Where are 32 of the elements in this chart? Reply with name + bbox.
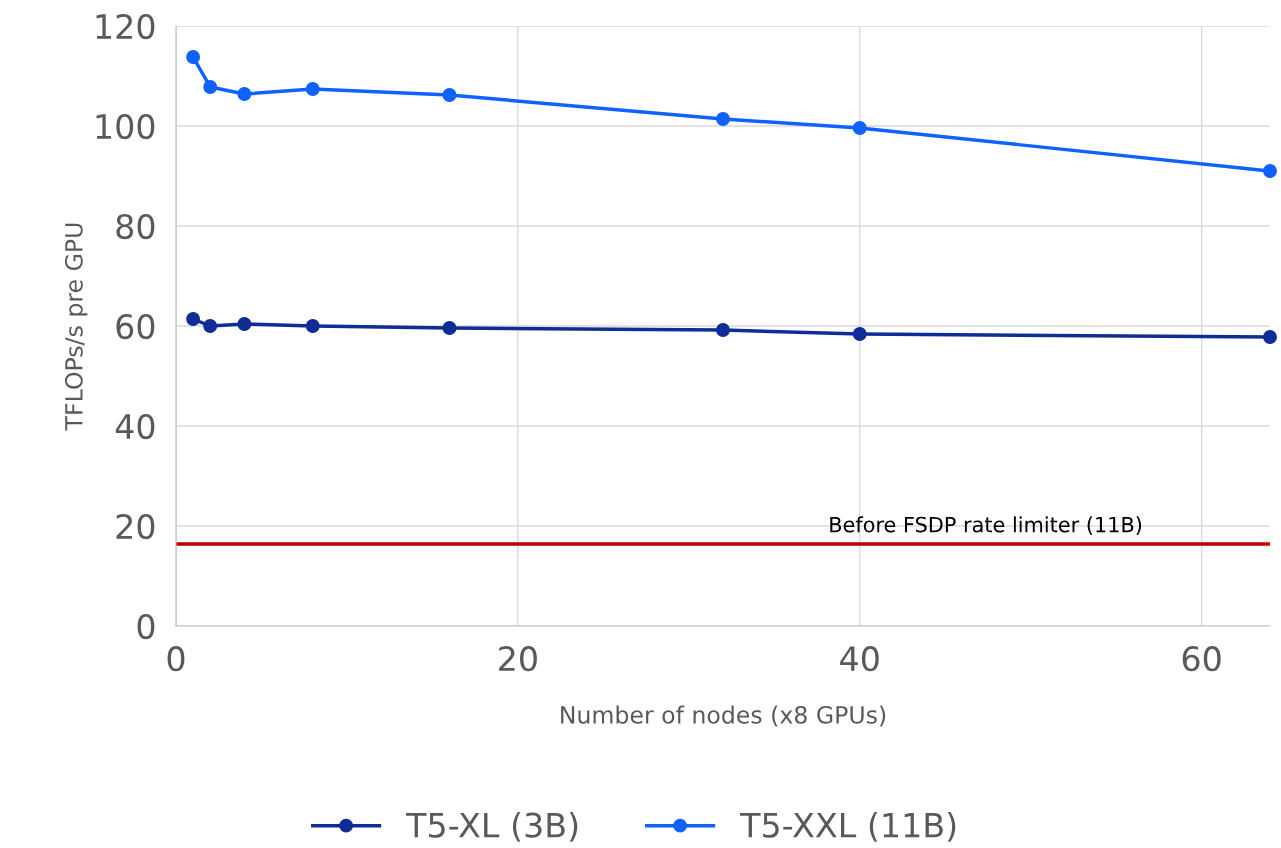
x-axis-title: Number of nodes (x8 GPUs) [561,705,886,727]
legend-label: T5-XL (3B) [406,812,578,842]
point [852,327,867,341]
point [186,312,201,326]
x-tick-label: 0 [167,646,185,672]
point [203,80,218,94]
point [237,87,252,101]
y-tick-label: 100 [96,113,155,140]
ref-line-label: Before FSDP rate limiter (11B) [830,516,1142,535]
point [442,88,457,102]
y-tick-label: 40 [115,413,155,440]
y-tick-label: 60 [116,313,155,340]
point [1263,330,1277,344]
point [186,50,201,64]
point [1263,164,1277,178]
point [305,319,320,333]
x-tick-label: 20 [499,646,537,672]
point [716,112,730,126]
y-tick-label: 0 [137,613,155,640]
point [852,121,867,135]
y-tick-label: 120 [96,13,155,40]
point [203,319,218,333]
point [442,321,457,335]
x-tick-label: 40 [840,646,879,672]
x-tick-label: 60 [1182,646,1221,672]
point [305,82,320,96]
y-tick-label: 80 [116,213,155,240]
y-tick-label: 20 [116,513,155,540]
point [716,323,730,337]
point [237,317,252,331]
legend-label: T5-XXL (11B) [740,812,956,842]
y-axis-title: TFLOPs/s pre GPU [64,223,88,431]
